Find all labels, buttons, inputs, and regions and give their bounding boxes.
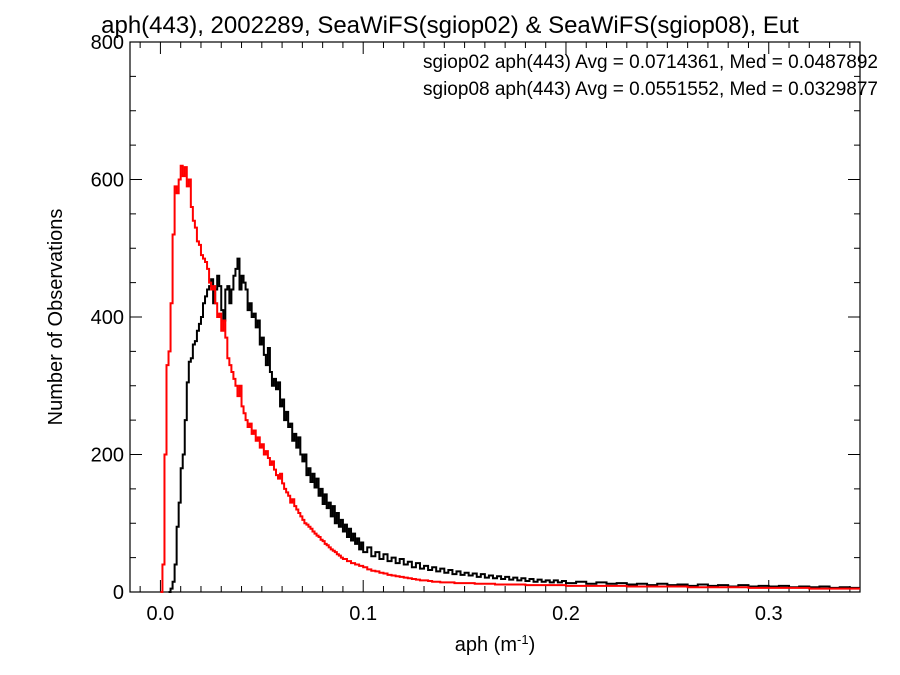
x-axis-label-text: aph (m <box>455 634 517 656</box>
y-tick-label: 200 <box>91 445 124 467</box>
x-axis-label-suffix: ) <box>529 634 536 656</box>
plot-frame <box>129 41 861 593</box>
series-sgiop02-line <box>168 257 860 593</box>
legend-sgiop08-stats: sgiop08 aph(443) Avg = 0.0551552, Med = … <box>423 79 878 100</box>
y-axis-label: Number of Observations <box>45 209 67 426</box>
x-tick-label: 0.3 <box>755 603 783 625</box>
series-sgiop08-line <box>160 164 860 593</box>
x-axis-label-superscript: -1 <box>517 632 529 647</box>
y-tick-label: 800 <box>91 32 124 54</box>
x-tick-label: 0.2 <box>552 603 580 625</box>
x-tick-label: 0.1 <box>349 603 377 625</box>
chart-title: aph(443), 2002289, SeaWiFS(sgiop02) & Se… <box>101 12 799 39</box>
y-tick-label: 600 <box>91 170 124 192</box>
legend-sgiop02-stats: sgiop02 aph(443) Avg = 0.0714361, Med = … <box>423 52 878 73</box>
y-tick-label: 0 <box>113 582 124 604</box>
y-tick-label: 400 <box>91 307 124 329</box>
x-tick-label: 0.0 <box>147 603 175 625</box>
axes: 0 200 400 600 800 0.0 0.1 0.2 0.3 <box>91 32 861 625</box>
plot-area <box>160 164 860 593</box>
x-axis-label: aph (m-1) <box>455 632 535 657</box>
